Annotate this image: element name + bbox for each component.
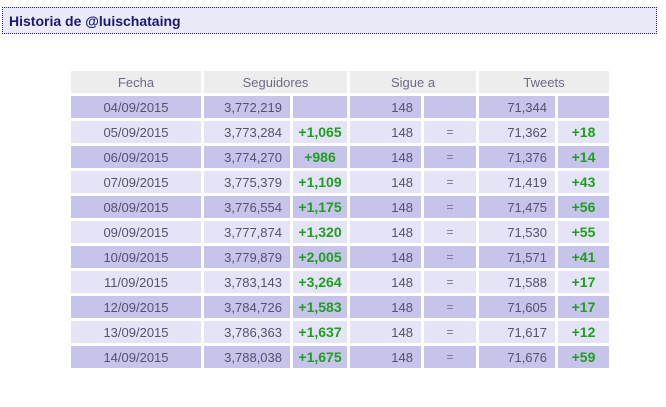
cell-tweets-delta: +18 (558, 121, 609, 143)
cell-sigue-a: 148 (350, 246, 421, 268)
table-row: 04/09/2015 3,772,219 148 71,344 (71, 96, 609, 118)
column-header-fecha: Fecha (71, 71, 201, 93)
table-row: 12/09/2015 3,784,726 +1,583 148 = 71,605… (71, 296, 609, 318)
table-row: 05/09/2015 3,773,284 +1,065 148 = 71,362… (71, 121, 609, 143)
cell-seguidores: 3,788,038 (204, 346, 290, 368)
cell-sigue-a-delta: = (424, 196, 476, 218)
cell-sigue-a: 148 (350, 171, 421, 193)
column-header-tweets: Tweets (479, 71, 609, 93)
cell-sigue-a-delta: = (424, 146, 476, 168)
cell-seguidores: 3,772,219 (204, 96, 290, 118)
cell-sigue-a-delta: = (424, 171, 476, 193)
cell-fecha: 04/09/2015 (71, 96, 201, 118)
cell-sigue-a-delta (424, 96, 476, 118)
cell-seguidores-delta: +2,005 (293, 246, 347, 268)
cell-tweets-delta: +43 (558, 171, 609, 193)
column-header-sigue-a: Sigue a (350, 71, 476, 93)
cell-tweets: 71,588 (479, 271, 555, 293)
cell-tweets: 71,419 (479, 171, 555, 193)
cell-tweets: 71,344 (479, 96, 555, 118)
cell-sigue-a: 148 (350, 196, 421, 218)
cell-sigue-a: 148 (350, 221, 421, 243)
page-title-bar: Historia de @luischataing (2, 7, 657, 34)
history-table: Fecha Seguidores Sigue a Tweets 04/09/20… (68, 68, 612, 371)
cell-sigue-a-delta: = (424, 321, 476, 343)
cell-tweets: 71,676 (479, 346, 555, 368)
cell-sigue-a-delta: = (424, 296, 476, 318)
cell-sigue-a: 148 (350, 346, 421, 368)
cell-seguidores: 3,776,554 (204, 196, 290, 218)
cell-tweets-delta: +17 (558, 296, 609, 318)
cell-seguidores-delta: +1,065 (293, 121, 347, 143)
page-title: Historia de @luischataing (9, 12, 181, 29)
cell-tweets: 71,475 (479, 196, 555, 218)
cell-tweets: 71,376 (479, 146, 555, 168)
cell-seguidores: 3,783,143 (204, 271, 290, 293)
cell-seguidores: 3,775,379 (204, 171, 290, 193)
cell-seguidores-delta: +1,175 (293, 196, 347, 218)
cell-sigue-a-delta: = (424, 246, 476, 268)
cell-fecha: 13/09/2015 (71, 321, 201, 343)
cell-sigue-a-delta: = (424, 346, 476, 368)
cell-sigue-a: 148 (350, 271, 421, 293)
cell-fecha: 14/09/2015 (71, 346, 201, 368)
column-header-seguidores: Seguidores (204, 71, 347, 93)
table-row: 11/09/2015 3,783,143 +3,264 148 = 71,588… (71, 271, 609, 293)
cell-tweets: 71,617 (479, 321, 555, 343)
cell-sigue-a: 148 (350, 296, 421, 318)
cell-seguidores-delta: +1,109 (293, 171, 347, 193)
cell-tweets-delta: +55 (558, 221, 609, 243)
cell-fecha: 05/09/2015 (71, 121, 201, 143)
cell-seguidores: 3,786,363 (204, 321, 290, 343)
cell-tweets: 71,362 (479, 121, 555, 143)
cell-tweets-delta: +17 (558, 271, 609, 293)
cell-fecha: 10/09/2015 (71, 246, 201, 268)
cell-tweets-delta: +12 (558, 321, 609, 343)
cell-fecha: 06/09/2015 (71, 146, 201, 168)
cell-seguidores-delta: +1,675 (293, 346, 347, 368)
cell-seguidores-delta: +1,637 (293, 321, 347, 343)
cell-sigue-a: 148 (350, 121, 421, 143)
table-row: 07/09/2015 3,775,379 +1,109 148 = 71,419… (71, 171, 609, 193)
table-row: 08/09/2015 3,776,554 +1,175 148 = 71,475… (71, 196, 609, 218)
cell-seguidores: 3,774,270 (204, 146, 290, 168)
cell-tweets-delta (558, 96, 609, 118)
cell-seguidores: 3,784,726 (204, 296, 290, 318)
cell-sigue-a: 148 (350, 146, 421, 168)
table-row: 10/09/2015 3,779,879 +2,005 148 = 71,571… (71, 246, 609, 268)
cell-seguidores-delta: +986 (293, 146, 347, 168)
cell-seguidores-delta: +1,320 (293, 221, 347, 243)
cell-fecha: 07/09/2015 (71, 171, 201, 193)
table-row: 06/09/2015 3,774,270 +986 148 = 71,376 +… (71, 146, 609, 168)
cell-seguidores: 3,773,284 (204, 121, 290, 143)
cell-seguidores-delta (293, 96, 347, 118)
cell-tweets: 71,605 (479, 296, 555, 318)
cell-sigue-a-delta: = (424, 221, 476, 243)
cell-seguidores-delta: +1,583 (293, 296, 347, 318)
cell-seguidores: 3,779,879 (204, 246, 290, 268)
cell-seguidores-delta: +3,264 (293, 271, 347, 293)
cell-fecha: 09/09/2015 (71, 221, 201, 243)
cell-tweets: 71,571 (479, 246, 555, 268)
cell-sigue-a: 148 (350, 321, 421, 343)
cell-tweets-delta: +56 (558, 196, 609, 218)
table-header-row: Fecha Seguidores Sigue a Tweets (71, 71, 609, 93)
table-row: 14/09/2015 3,788,038 +1,675 148 = 71,676… (71, 346, 609, 368)
cell-sigue-a-delta: = (424, 271, 476, 293)
table-row: 09/09/2015 3,777,874 +1,320 148 = 71,530… (71, 221, 609, 243)
cell-tweets: 71,530 (479, 221, 555, 243)
cell-sigue-a: 148 (350, 96, 421, 118)
table-row: 13/09/2015 3,786,363 +1,637 148 = 71,617… (71, 321, 609, 343)
cell-tweets-delta: +41 (558, 246, 609, 268)
cell-tweets-delta: +14 (558, 146, 609, 168)
cell-sigue-a-delta: = (424, 121, 476, 143)
cell-fecha: 08/09/2015 (71, 196, 201, 218)
cell-seguidores: 3,777,874 (204, 221, 290, 243)
cell-fecha: 11/09/2015 (71, 271, 201, 293)
cell-fecha: 12/09/2015 (71, 296, 201, 318)
cell-tweets-delta: +59 (558, 346, 609, 368)
